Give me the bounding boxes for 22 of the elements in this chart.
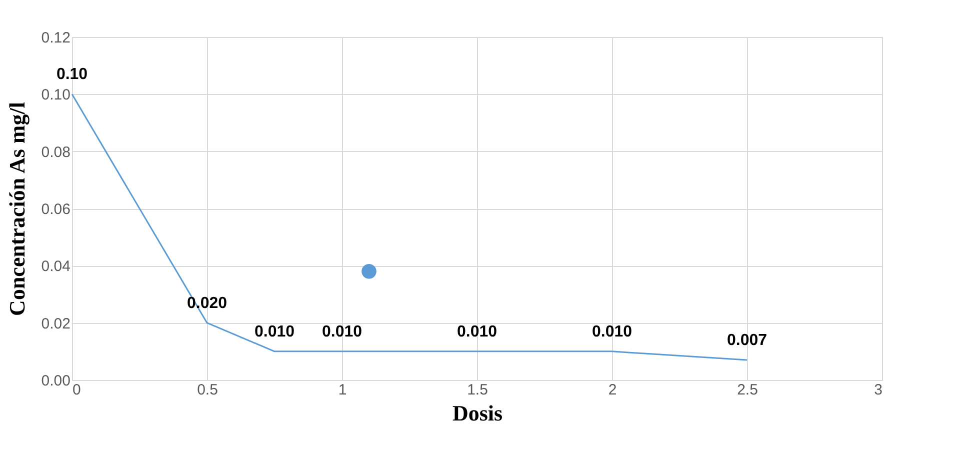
x-tick-label: 0.5: [197, 382, 218, 398]
y-tick-label: 0.02: [41, 315, 70, 332]
y-tick-label: 0.00: [41, 372, 70, 390]
x-axis-title: Dosis: [452, 400, 503, 426]
data-label: 0.010: [592, 323, 632, 340]
y-tick-label: 0.08: [41, 144, 70, 161]
x-tick-label: 1.5: [467, 382, 488, 398]
y-axis-title: Concentración As mg/l: [4, 102, 30, 316]
x-tick-label: 2: [608, 382, 617, 398]
x-tick-label: 1: [338, 382, 347, 398]
data-label: 0.010: [254, 323, 295, 340]
data-label: 0.007: [726, 332, 768, 349]
y-tick-label: 0.06: [41, 201, 70, 218]
data-label: 0.010: [322, 323, 362, 340]
data-label: 0.10: [56, 66, 88, 84]
x-tick-label: 0: [72, 382, 81, 398]
data-label: 0.010: [456, 323, 498, 340]
y-tick-label: 0.04: [41, 258, 70, 276]
x-tick-label: 3: [874, 382, 882, 398]
y-tick-label: 0.10: [41, 86, 70, 104]
x-tick-label: 2.5: [737, 382, 758, 398]
y-tick-label: 0.12: [41, 30, 70, 46]
